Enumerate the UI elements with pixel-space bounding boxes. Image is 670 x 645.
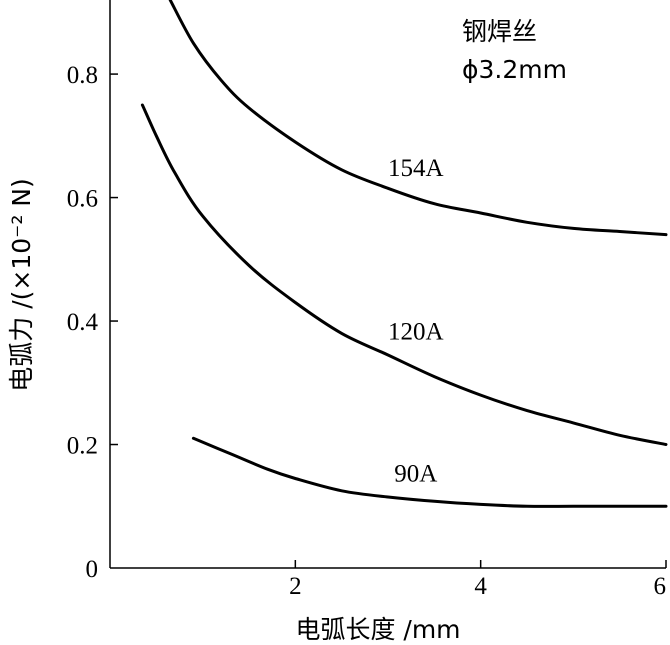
y-axis-label: 电弧力 /(×10⁻² N) [7, 178, 36, 392]
series-group [140, 0, 668, 508]
series-line-90a [191, 436, 668, 508]
series-line-120a [140, 103, 668, 446]
y-tick-label: 0.6 [67, 186, 98, 213]
annotation-wire-type: 钢焊丝 [462, 17, 537, 46]
y-tick-label: 0.4 [67, 309, 99, 336]
x-tick-label: 6 [654, 573, 667, 600]
x-tick-label: 2 [289, 573, 302, 600]
y-tick-label: 0 [86, 556, 99, 583]
y-axis-ticks: 0 0.2 0.4 0.6 0.8 [67, 62, 118, 583]
plot-frame [109, 0, 666, 569]
annotation-wire-diameter: ϕ3.2mm [462, 55, 567, 84]
x-axis-label: 电弧长度 /mm [295, 615, 460, 644]
series-label-90a: 90A [394, 461, 437, 488]
x-axis-ticks: 2 4 6 [289, 560, 667, 600]
y-tick-label: 0.2 [67, 433, 98, 460]
series-label-120a: 120A [388, 319, 444, 346]
x-tick-label: 4 [474, 573, 487, 600]
series-line-154a [168, 0, 668, 237]
y-tick-label: 0.8 [67, 62, 98, 89]
series-labels: 154A 120A 90A [388, 155, 444, 488]
series-label-154a: 154A [388, 155, 444, 182]
